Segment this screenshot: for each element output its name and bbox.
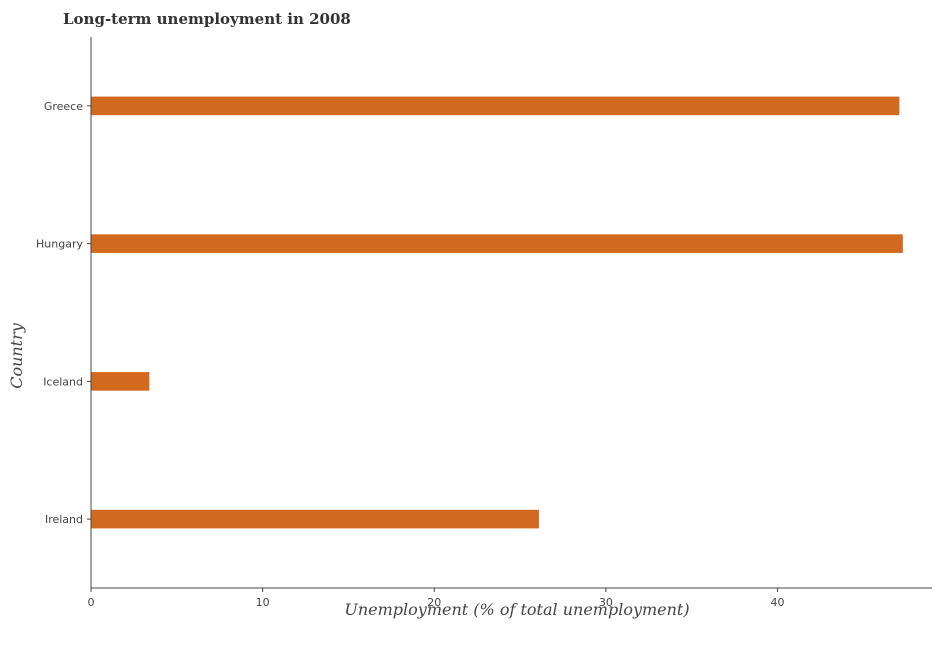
bars-group <box>91 97 903 529</box>
x-tick-label-40: 40 <box>771 596 785 609</box>
y-tick-label-iceland: Iceland <box>43 375 83 388</box>
y-ticks-group: Greece Hungary Iceland Ireland <box>36 100 91 526</box>
y-tick-label-ireland: Ireland <box>45 513 83 526</box>
x-tick-label-10: 10 <box>256 596 270 609</box>
bar-ireland <box>91 510 539 529</box>
y-tick-label-hungary: Hungary <box>36 238 83 251</box>
bar-greece <box>91 97 899 116</box>
y-tick-label-greece: Greece <box>44 100 83 113</box>
bar-iceland <box>91 372 149 391</box>
x-axis-label: Unemployment (% of total unemployment) <box>344 600 689 619</box>
y-axis-label: Country <box>7 322 26 389</box>
x-tick-label-0: 0 <box>88 596 95 609</box>
bar-hungary <box>91 234 903 253</box>
chart-title: Long-term unemployment in 2008 <box>63 10 351 28</box>
